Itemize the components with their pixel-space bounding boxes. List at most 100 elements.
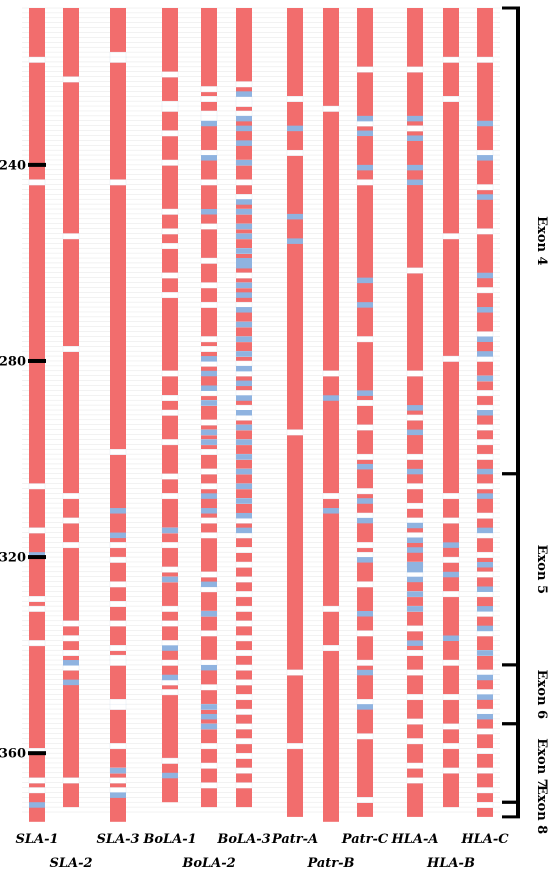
divergent-site-cell (407, 115, 423, 122)
divergent-site-cell (201, 704, 217, 710)
divergent-site-cell (477, 120, 493, 127)
conserved-bar (110, 8, 126, 822)
conserved-bar (287, 8, 303, 817)
divergent-site-cell (236, 292, 252, 298)
divergent-site-cell (407, 429, 423, 436)
divergent-site-cell (477, 307, 493, 313)
divergent-site-cell (236, 439, 252, 445)
variable-site-cell (476, 355, 494, 362)
variable-site-cell (28, 483, 46, 490)
variable-site-cell (476, 787, 494, 794)
variable-site-cell (161, 620, 179, 627)
variable-site-cell (406, 267, 424, 274)
exon-label: Exon 4 (534, 216, 549, 265)
variable-site-cell (28, 787, 46, 794)
divergent-site-cell (236, 258, 252, 264)
variable-site-cell (286, 669, 304, 676)
variable-site-cell (322, 370, 340, 377)
variable-site-cell (161, 228, 179, 235)
divergent-site-cell (236, 248, 252, 254)
variable-site-cell (442, 556, 460, 563)
divergent-site-cell (407, 522, 423, 529)
variable-site-cell (161, 439, 179, 446)
divergent-site-cell (110, 792, 126, 798)
variable-site-cell (476, 532, 494, 539)
divergent-site-cell (477, 351, 493, 357)
divergent-site-cell (201, 385, 217, 391)
variable-site-cell (442, 743, 460, 750)
axis-tick (28, 751, 46, 756)
variable-site-cell (442, 493, 460, 500)
divergent-site-cell (477, 336, 493, 342)
variable-site-cell (161, 71, 179, 78)
variable-site-cell (200, 179, 218, 186)
variable-site-cell (161, 659, 179, 666)
variable-site-cell (109, 179, 127, 186)
divergent-site-cell (201, 611, 217, 617)
divergent-site-cell (407, 640, 423, 646)
variable-site-cell (200, 782, 218, 789)
variable-site-cell (200, 586, 218, 593)
variable-site-cell (161, 105, 179, 112)
variable-site-cell (28, 596, 46, 602)
variable-site-cell (235, 370, 253, 377)
column-label: Patr-B (306, 856, 354, 871)
alignment-column (235, 8, 253, 808)
divergent-site-cell (236, 410, 252, 416)
column-label: SLA-3 (96, 832, 139, 847)
exon-bracket: Exon 4 (502, 6, 549, 476)
variable-site-cell (235, 635, 253, 642)
variable-site-cell (109, 542, 127, 549)
divergent-site-cell (236, 498, 252, 504)
variable-site-cell (200, 517, 218, 524)
variable-site-cell (200, 86, 218, 93)
divergent-site-cell (407, 561, 423, 568)
axis-tick-label: 280 (0, 354, 26, 369)
variable-site-cell (161, 605, 179, 612)
variable-site-cell (406, 370, 424, 377)
divergent-site-cell (477, 650, 493, 656)
alignment-column (28, 8, 46, 822)
conserved-bar (162, 8, 178, 803)
variable-site-cell (356, 336, 374, 343)
divergent-site-cell (236, 527, 252, 534)
variable-site-cell (109, 645, 127, 652)
divergent-site-cell (236, 351, 252, 357)
variable-site-cell (161, 130, 179, 137)
column-label: SLA-1 (15, 832, 58, 847)
variable-site-cell (476, 767, 494, 774)
variable-site-cell (161, 679, 179, 686)
exon-label: Exon 6 (534, 670, 549, 719)
variable-site-cell (62, 650, 80, 656)
divergent-site-cell (162, 674, 178, 681)
divergent-site-cell (162, 527, 178, 534)
variable-site-cell (356, 399, 374, 406)
divergent-site-cell (477, 625, 493, 632)
variable-site-cell (62, 777, 80, 784)
variable-site-cell (406, 66, 424, 73)
variable-site-cell (406, 125, 424, 132)
variable-site-cell (356, 699, 374, 705)
variable-site-cell (476, 424, 494, 431)
divergent-site-cell (477, 468, 493, 475)
alignment-column (62, 8, 80, 808)
variable-site-cell (476, 748, 494, 754)
variable-site-cell (109, 743, 127, 750)
variable-site-cell (109, 699, 127, 705)
divergent-site-cell (357, 704, 373, 710)
variable-site-cell (235, 576, 253, 583)
variable-site-cell (406, 650, 424, 656)
divergent-site-cell (201, 429, 217, 436)
axis-tick-label: 320 (0, 551, 26, 566)
variable-site-cell (200, 110, 218, 117)
variable-site-cell (406, 517, 424, 524)
variable-site-cell (476, 331, 494, 338)
variable-site-cell (161, 159, 179, 166)
variable-site-cell (476, 404, 494, 411)
variable-site-cell (200, 532, 218, 539)
divergent-site-cell (236, 159, 252, 166)
exon-bracket: Exon 6 (502, 663, 549, 726)
variable-site-cell (200, 630, 218, 637)
alignment-column (286, 8, 304, 817)
variable-site-cell (161, 208, 179, 215)
